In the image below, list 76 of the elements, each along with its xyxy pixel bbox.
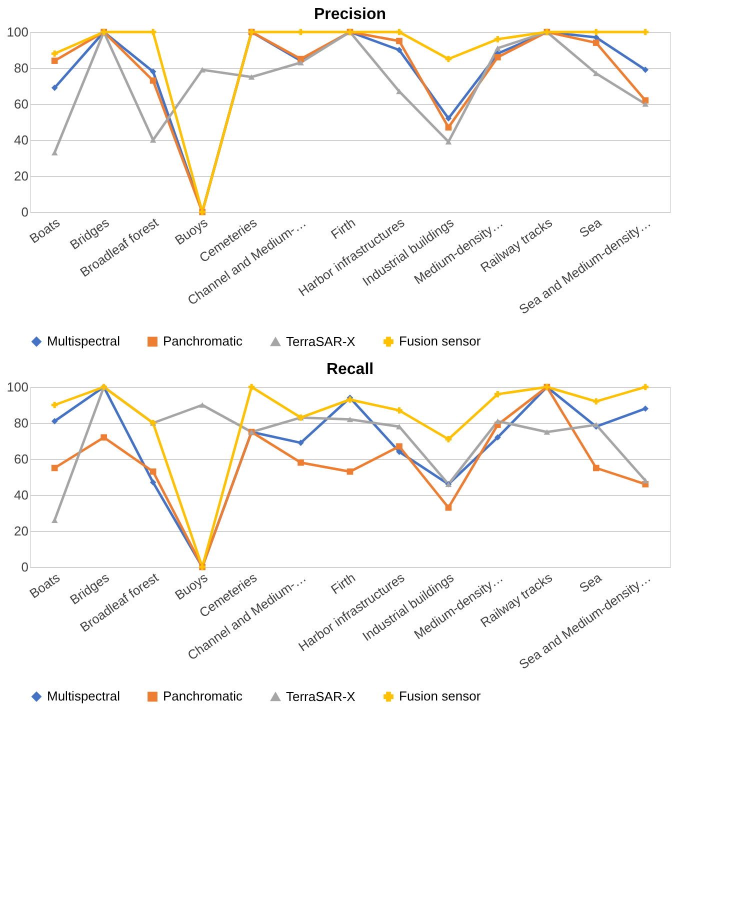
point xyxy=(150,137,156,143)
point xyxy=(592,464,600,472)
y-tick-label: 0 xyxy=(21,560,28,574)
legend-label: Panchromatic xyxy=(163,688,243,704)
y-tick-label: 80 xyxy=(14,60,28,76)
point xyxy=(51,58,58,64)
point xyxy=(51,150,58,156)
point xyxy=(592,70,600,76)
point xyxy=(346,416,354,422)
point xyxy=(494,434,501,441)
legend-label: Fusion sensor xyxy=(399,688,482,704)
point xyxy=(51,50,58,57)
y-tick-label: 20 xyxy=(14,524,28,538)
y-tick-label: 100 xyxy=(6,24,28,40)
point xyxy=(592,34,600,41)
chart-title: Precision xyxy=(314,6,386,23)
point xyxy=(51,418,58,424)
point xyxy=(51,464,58,472)
legend-label: TerraSAR-X xyxy=(286,334,356,349)
point xyxy=(248,384,255,390)
y-tick-label: 60 xyxy=(14,452,28,466)
point xyxy=(248,74,255,80)
y-tick-label: 100 xyxy=(6,380,28,394)
point xyxy=(445,124,452,131)
point xyxy=(642,97,649,104)
point xyxy=(100,434,108,441)
legend-label: Fusion sensor xyxy=(399,334,482,349)
point xyxy=(494,54,501,60)
legend-label: Panchromatic xyxy=(163,334,243,349)
y-tick-label: 40 xyxy=(14,132,28,148)
point xyxy=(396,38,402,44)
point xyxy=(445,504,452,511)
y-tick-label: 20 xyxy=(14,168,28,184)
y-tick-label: 40 xyxy=(14,488,28,502)
point xyxy=(396,28,402,36)
point xyxy=(544,429,550,435)
legend-label: Multispectral xyxy=(47,334,120,349)
point xyxy=(494,418,501,424)
point xyxy=(199,67,206,73)
point xyxy=(642,384,649,390)
point xyxy=(346,468,354,475)
point xyxy=(592,28,600,36)
point xyxy=(642,101,649,107)
point xyxy=(298,28,304,36)
point xyxy=(150,77,156,84)
point xyxy=(642,66,649,73)
point xyxy=(150,468,156,475)
point xyxy=(592,398,600,405)
point xyxy=(51,84,58,91)
point xyxy=(396,407,402,414)
point xyxy=(150,68,156,75)
point xyxy=(445,115,452,122)
y-tick-label: 0 xyxy=(21,204,28,220)
y-tick-label: 80 xyxy=(14,416,28,430)
point xyxy=(494,45,501,51)
point xyxy=(642,478,649,484)
point xyxy=(298,440,304,446)
point xyxy=(396,443,402,450)
point xyxy=(445,139,452,145)
y-tick-label: 60 xyxy=(14,96,28,112)
point xyxy=(298,459,304,466)
point xyxy=(396,46,402,54)
point xyxy=(150,479,156,486)
chart-title: Recall xyxy=(326,361,374,378)
legend-label: Multispectral xyxy=(47,688,120,704)
point xyxy=(150,28,156,36)
point xyxy=(51,402,58,408)
point xyxy=(445,436,452,442)
point xyxy=(642,28,649,36)
point xyxy=(445,56,452,62)
point xyxy=(494,391,501,398)
legend-label: TerraSAR-X xyxy=(286,688,356,704)
point xyxy=(642,405,649,412)
point xyxy=(592,40,600,46)
point xyxy=(494,36,501,42)
point xyxy=(199,402,206,408)
